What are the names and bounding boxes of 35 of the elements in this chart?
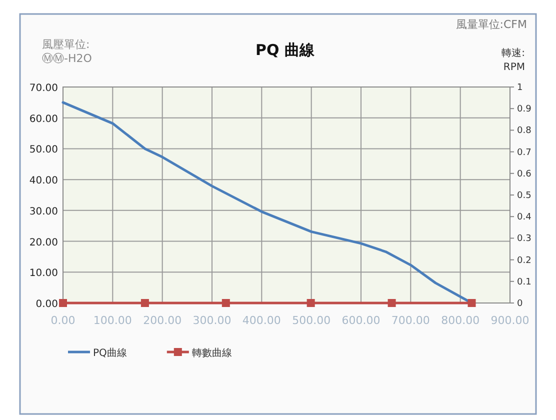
y-tick-label: 70.00: [29, 83, 58, 94]
legend-label: PQ曲線: [93, 347, 127, 359]
x-tick-label: 100.00: [93, 314, 132, 327]
y-tick-label: 60.00: [29, 114, 58, 125]
y2-tick-label: 0.2: [517, 256, 532, 266]
y-tick-label: 10.00: [29, 268, 58, 280]
y2-tick-label: 0.1: [517, 277, 532, 288]
y2-tick-label: 0.4: [517, 212, 532, 223]
y2-tick-label: 0.6: [517, 169, 532, 180]
x-tick-label: 400.00: [242, 314, 281, 327]
chart-title: PQ 曲線: [256, 41, 316, 59]
y2-tick-label: 0.8: [517, 126, 532, 136]
y-tick-label: 30.00: [29, 206, 58, 218]
x-tick-label: 500.00: [292, 314, 331, 327]
y2-tick-label: 1: [517, 83, 523, 93]
y2-tick-label: 0.9: [517, 104, 532, 115]
x-tick-label: 800.00: [441, 314, 480, 327]
y2-tick-label: 0.3: [517, 234, 532, 244]
legend-label: 轉數曲線: [192, 347, 232, 359]
x-axis-title: 風量單位:CFM: [456, 18, 527, 31]
x-tick-label: 900.00: [490, 314, 530, 327]
x-tick-label: 700.00: [391, 314, 430, 327]
x-tick-label: 200.00: [143, 314, 182, 327]
y-tick-label: 0.00: [36, 299, 58, 310]
y-axis-title: 風壓單位: ⓂⓂ-H2O: [42, 38, 92, 65]
x-tick-label: 0.00: [50, 314, 76, 327]
x-tick-label: 300.00: [192, 314, 232, 327]
y-tick-label: 20.00: [29, 237, 58, 248]
y-tick-label: 50.00: [29, 144, 58, 156]
y2-axis-title: 轉速: RPM: [502, 47, 525, 73]
y2-tick-label: 0.7: [517, 148, 532, 158]
y-tick-label: 40.00: [29, 176, 58, 187]
y2-tick-label: 0.5: [517, 191, 532, 201]
y2-tick-label: 0: [517, 299, 523, 309]
x-tick-label: 600.00: [342, 314, 380, 327]
